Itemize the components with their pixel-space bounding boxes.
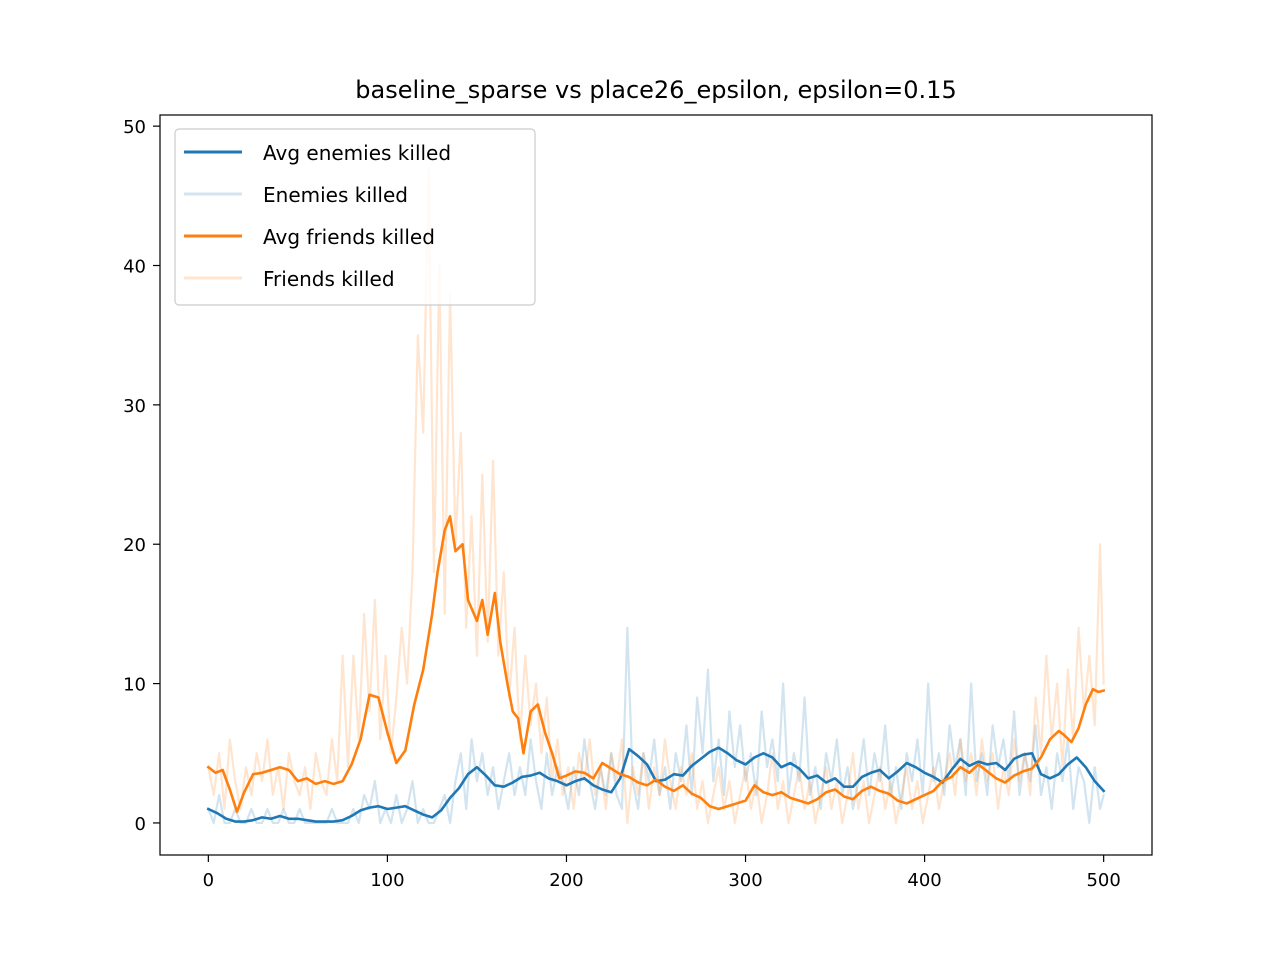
y-tick-label: 20 — [123, 535, 146, 556]
x-tick-label: 200 — [549, 870, 583, 891]
legend: Avg enemies killed Enemies killed Avg frie… — [174, 128, 536, 306]
y-tick-label: 40 — [123, 257, 146, 278]
chart-title: baseline_sparse vs place26_epsilon, epsi… — [355, 76, 956, 104]
y-tick-label: 10 — [123, 675, 146, 696]
legend-label-avg-friends-killed: Avg friends killed — [263, 225, 435, 249]
series-line-avg-friends-killed — [206, 515, 1106, 814]
y-tick-label: 0 — [135, 814, 146, 835]
x-tick-label: 100 — [370, 870, 404, 891]
x-axis: 0 100 200 300 400 500 — [203, 855, 1121, 891]
x-tick-label: 0 — [203, 870, 214, 891]
series-layer — [206, 166, 1106, 825]
x-tick-label: 400 — [907, 870, 941, 891]
y-tick-label: 50 — [123, 117, 146, 138]
legend-label-avg-enemies-killed: Avg enemies killed — [263, 141, 451, 165]
legend-label-friends-killed: Friends killed — [263, 267, 395, 291]
legend-box — [174, 128, 536, 306]
y-axis: 0 10 20 30 40 50 — [123, 117, 160, 835]
y-tick-label: 30 — [123, 396, 146, 417]
x-tick-label: 500 — [1086, 870, 1120, 891]
x-tick-label: 300 — [728, 870, 762, 891]
plot-frame — [159, 114, 1153, 856]
legend-label-enemies-killed: Enemies killed — [263, 183, 408, 207]
